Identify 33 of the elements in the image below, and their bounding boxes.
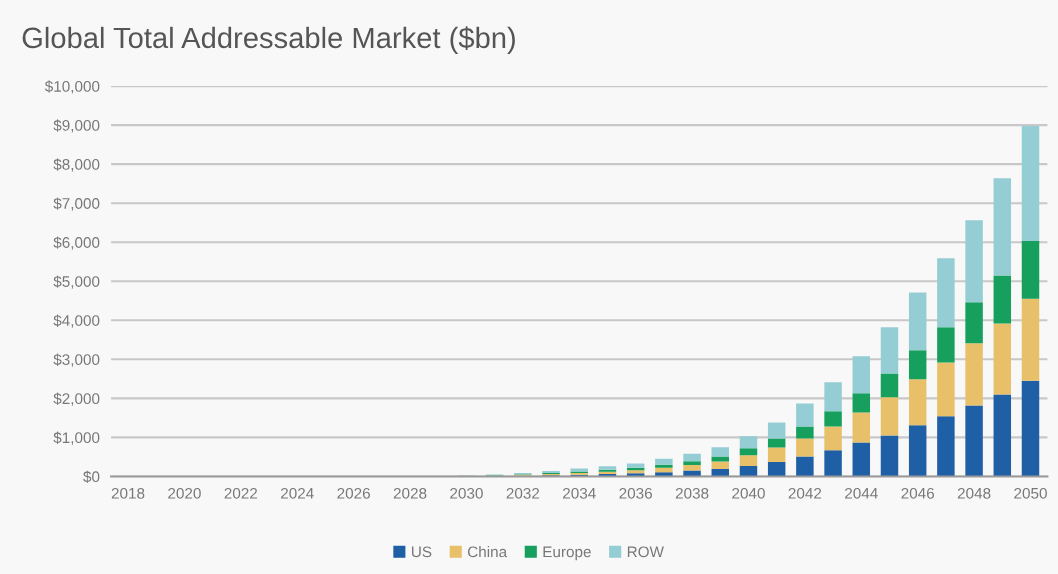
- chart-title: Global Total Addressable Market ($bn): [22, 26, 515, 54]
- x-tick-label: 2018: [111, 487, 145, 499]
- x-tick-label: 2020: [168, 487, 201, 499]
- x-tick-label: 2036: [619, 487, 652, 499]
- x-tick-label: 2026: [337, 487, 370, 499]
- y-tick-label: $9,000: [53, 119, 100, 133]
- y-tick-label: $10,000: [44, 80, 100, 94]
- legend-label: China: [467, 546, 508, 558]
- legend-label: Europe: [543, 546, 591, 561]
- x-tick-label: 2050: [1014, 487, 1047, 499]
- x-tick-label: 2034: [563, 487, 596, 499]
- x-tick-label: 2030: [450, 487, 483, 499]
- y-tick-label: $7,000: [53, 197, 100, 211]
- x-tick-label: 2042: [788, 487, 822, 499]
- x-tick-label: 2038: [675, 487, 709, 499]
- x-tick-label: 2024: [281, 487, 314, 499]
- y-tick-label: $0: [83, 470, 100, 484]
- x-tick-label: 2032: [506, 487, 540, 499]
- y-tick-label: $8,000: [53, 158, 100, 172]
- y-tick-label: $1,000: [53, 431, 100, 445]
- x-tick-label: 2040: [732, 487, 765, 499]
- x-tick-label: 2028: [393, 487, 427, 499]
- y-tick-label: $5,000: [53, 275, 100, 289]
- legend-label: US: [412, 546, 432, 558]
- x-tick-label: 2022: [224, 487, 258, 499]
- y-tick-label: $3,000: [53, 353, 100, 367]
- legend-label: ROW: [627, 546, 664, 558]
- y-tick-label: $4,000: [53, 314, 100, 328]
- x-tick-label: 2044: [845, 487, 878, 499]
- x-tick-label: 2048: [957, 487, 991, 499]
- y-tick-label: $2,000: [53, 392, 100, 406]
- x-tick-label: 2046: [901, 487, 935, 499]
- y-tick-label: $6,000: [53, 236, 100, 250]
